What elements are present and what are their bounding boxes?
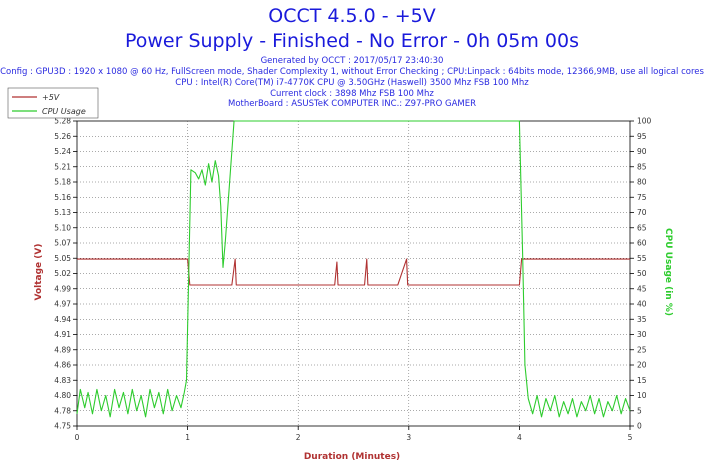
y-left-tick-label: 4.83	[54, 376, 71, 385]
y-left-tick-label: 4.99	[54, 284, 71, 293]
y-right-tick-label: 95	[637, 132, 647, 141]
y-left-tick-label: 4.80	[54, 391, 71, 400]
y-left-tick-label: 5.05	[54, 254, 71, 263]
y-left-tick-label: 5.21	[54, 162, 71, 171]
y-right-tick-label: 50	[637, 269, 647, 278]
y-left-tick-label: 4.91	[54, 330, 71, 339]
y-right-tick-label: 80	[637, 178, 647, 187]
y-right-tick-label: 65	[637, 223, 647, 232]
y-right-tick-label: 15	[637, 376, 647, 385]
y-right-tick-label: 20	[637, 361, 647, 370]
y-left-tick-label: 5.26	[54, 132, 71, 141]
y-right-tick-label: 35	[637, 315, 647, 324]
series-line-voltage	[77, 258, 630, 286]
info-line-cpu: CPU : Intel(R) Core(TM) i7-4770K CPU @ 3…	[175, 78, 529, 88]
y-left-tick-label: 4.89	[54, 345, 71, 354]
x-tick-label: 2	[296, 433, 301, 442]
info-line-clock: Current clock : 3898 Mhz FSB 100 Mhz	[270, 89, 434, 99]
y-right-tick-label: 10	[637, 391, 647, 400]
legend: +5V CPU Usage	[7, 87, 99, 119]
legend-label-voltage: +5V	[42, 93, 60, 102]
x-tick-label: 3	[406, 433, 411, 442]
info-line-motherboard: MotherBoard : ASUSTeK COMPUTER INC.: Z97…	[228, 99, 476, 109]
x-tick-label: 4	[517, 433, 522, 442]
y-right-tick-label: 70	[637, 208, 647, 217]
chart-title: OCCT 4.5.0 - +5V	[268, 5, 435, 27]
chart-subtitle: Power Supply - Finished - No Error - 0h …	[125, 30, 579, 52]
chart-marks	[76, 120, 631, 418]
legend-label-cpu-usage: CPU Usage	[42, 107, 86, 116]
y-left-tick-label: 5.18	[54, 178, 71, 187]
y-left-tick-label: 5.02	[54, 269, 71, 278]
plot-area: 4.75 4.78 4.80 4.83 4.86 4.89 4.91 4.94 4.97 4.99…	[54, 117, 651, 443]
y-axis-label-left: Voltage (V)	[34, 244, 44, 301]
y-right-tick-label: 25	[637, 345, 647, 354]
y-right-tick-label: 0	[637, 422, 642, 431]
y-right-tick-label: 40	[637, 300, 647, 309]
y-left-tick-label: 4.75	[54, 422, 71, 431]
x-tick-label: 1	[185, 433, 190, 442]
y-right-tick-label: 75	[637, 193, 647, 202]
y-axis-label-right: CPU Usage (in %)	[663, 228, 673, 316]
x-tick-label: 5	[628, 433, 633, 442]
y-right-tick-label: 55	[637, 254, 647, 263]
y-left-tick-label: 5.10	[54, 223, 71, 232]
y-right-tick-label: 85	[637, 162, 647, 171]
y-left-tick-label: 5.24	[54, 147, 71, 156]
y-left-tick-label: 4.94	[54, 315, 71, 324]
y-right-tick-label: 30	[637, 330, 647, 339]
info-line-generated: Generated by OCCT : 2017/05/17 23:40:30	[261, 56, 444, 66]
legend-box	[7, 87, 99, 119]
y-left-tick-label: 4.78	[54, 406, 71, 415]
y-left-tick-label: 5.07	[54, 239, 71, 248]
y-right-tick-label: 60	[637, 239, 647, 248]
y-right-tick-label: 45	[637, 284, 647, 293]
y-left-tick-label: 5.13	[54, 208, 71, 217]
x-tick-label: 0	[75, 433, 80, 442]
y-left-tick-label: 5.28	[54, 117, 71, 126]
x-axis-label: Duration (Minutes)	[304, 452, 400, 462]
y-left-tick-label: 4.86	[54, 361, 71, 370]
y-right-tick-label: 5	[637, 406, 642, 415]
y-right-tick-label: 100	[637, 117, 652, 126]
y-right-tick-label: 90	[637, 147, 647, 156]
series-line-cpu-usage	[76, 120, 631, 418]
info-line-config: Config : GPU3D : 1920 x 1080 @ 60 Hz, Fu…	[0, 67, 704, 77]
y-left-tick-label: 5.16	[54, 193, 71, 202]
y-left-tick-label: 4.97	[54, 300, 71, 309]
